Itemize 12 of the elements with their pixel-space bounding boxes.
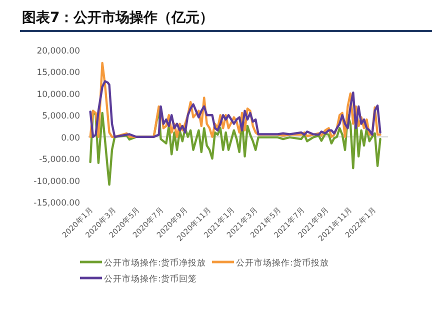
- y-tick-label: -5,000.00: [39, 155, 80, 166]
- y-tick-label: 10,000.00: [36, 90, 80, 100]
- y-tick-label: -10,000.00: [34, 176, 80, 187]
- legend-label: 公开市场操作:货币投放: [236, 258, 329, 268]
- y-tick-label: -15,000.00: [34, 198, 80, 208]
- y-tick-label: 5,000.00: [42, 112, 80, 122]
- legend-label: 公开市场操作:货币回笼: [104, 274, 197, 284]
- legend-label: 公开市场操作:货币净投放: [104, 258, 206, 268]
- title: 图表7：公开市场操作（亿元）: [22, 10, 214, 26]
- y-tick-label: 15,000.00: [36, 68, 80, 78]
- y-tick-label: 0.00: [61, 133, 80, 144]
- y-tick-label: 20,000.00: [36, 46, 80, 56]
